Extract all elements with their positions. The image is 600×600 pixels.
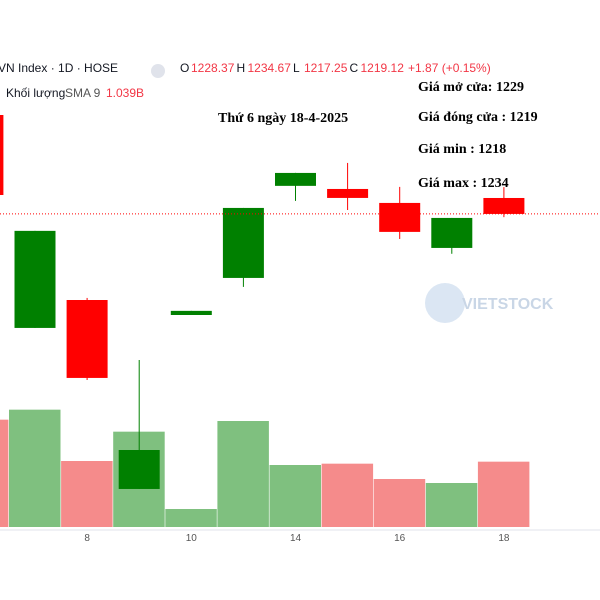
candle-body <box>379 202 421 232</box>
candle-body <box>0 115 4 195</box>
x-tick-label: 8 <box>84 533 90 544</box>
chart-title: VN Index · 1D · HOSE <box>0 61 118 75</box>
candle-body <box>275 172 316 186</box>
volume-bar <box>61 461 113 527</box>
candle-body <box>66 300 108 378</box>
watermark-group: VIETSTOCK <box>425 283 554 323</box>
candle-body <box>222 207 264 278</box>
candle-body <box>170 310 212 315</box>
ohlc-value: 1217.25 <box>304 61 348 75</box>
hide-button[interactable] <box>151 64 165 78</box>
candle-body <box>118 450 160 489</box>
annotation: Giá mở cửa: 1229 <box>418 80 524 95</box>
watermark-logo <box>425 283 465 323</box>
candle-body <box>327 188 369 198</box>
sma-value: 1.039B <box>106 86 144 100</box>
volume-label: Khối lượng <box>6 86 65 100</box>
x-tick-label: 18 <box>498 533 510 544</box>
ohlc-header: O 1228.37 H 1234.67 L 1217.25 C 1219.12 +1.87 (+… <box>180 61 491 75</box>
volume-bar <box>165 509 217 527</box>
annotation: Giá đóng cửa : 1219 <box>418 110 538 125</box>
annotation: Giá max : 1234 <box>418 176 509 191</box>
x-tick-label: 16 <box>394 533 406 544</box>
ohlc-value: 1228.37 <box>191 61 235 75</box>
volume-bar <box>477 461 530 527</box>
volume-bar <box>269 465 321 527</box>
ohlc-key: C <box>350 61 359 75</box>
volume-bar <box>9 409 61 527</box>
candle-body <box>431 217 473 248</box>
volume-bar <box>425 483 478 527</box>
ohlc-key: H <box>237 61 246 75</box>
change: +1.87 (+0.15%) <box>408 61 491 75</box>
candle-body <box>14 230 56 328</box>
ohlc-key: O <box>180 61 189 75</box>
volume-bar <box>0 419 9 527</box>
volume-bar <box>321 463 374 527</box>
volume-bar <box>373 479 426 527</box>
ohlc-value: 1219.12 <box>361 61 405 75</box>
ohlc-key: L <box>293 61 300 75</box>
x-tick-label: 14 <box>290 533 302 544</box>
sma-label: SMA 9 <box>65 86 101 100</box>
candle-body <box>483 197 525 214</box>
annotation: Giá min : 1218 <box>418 142 506 157</box>
watermark: VIETSTOCK <box>462 296 554 313</box>
ohlc-value: 1234.67 <box>248 61 292 75</box>
plot <box>0 115 530 527</box>
x-tick-label: 10 <box>186 533 198 544</box>
volume-bar <box>217 421 269 527</box>
annotation: Thứ 6 ngày 18-4-2025 <box>218 111 348 126</box>
